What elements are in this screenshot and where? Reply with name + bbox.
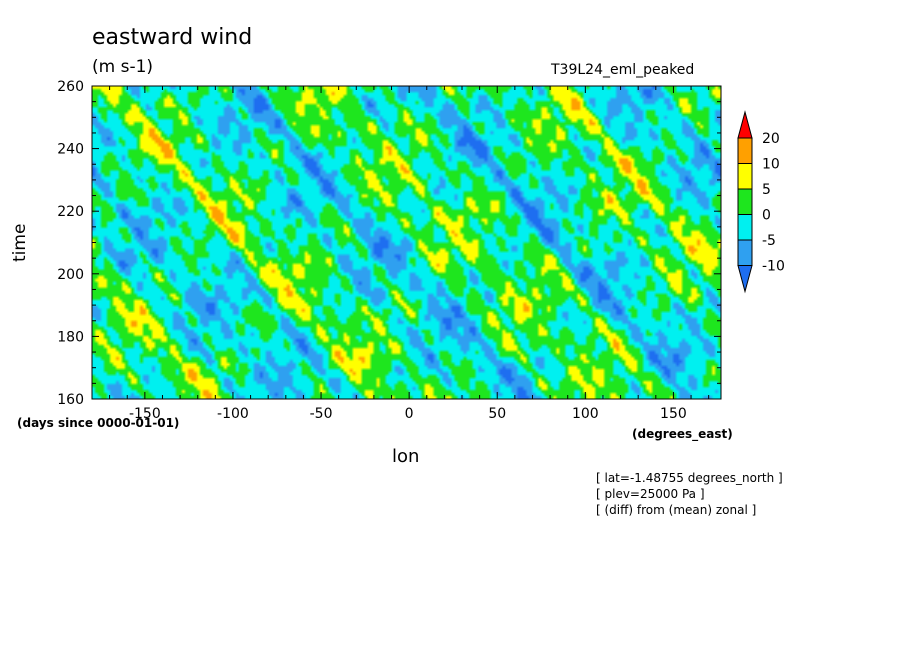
colorbar-box [737,239,753,266]
x-axis-label: lon [392,446,420,467]
y-tick-label: 200 [57,267,84,283]
x-tick-label: 100 [572,406,599,422]
annotation-plev: [ plev=25000 Pa ] [596,487,705,501]
colorbar-label: -10 [762,259,785,275]
colorbar-label: 10 [762,157,780,173]
colorbar-label: 20 [762,131,780,147]
colorbar-label: 5 [762,182,771,198]
x-tick-label: -150 [129,406,161,422]
y-axis-units: (days since 0000-01-01) [17,416,180,430]
x-axis: -150 -100 -50 0 50 100 150 [109,86,710,422]
y-axis-label: time [10,223,30,262]
x-tick-label: -50 [310,406,333,422]
colorbar: 20 10 5 0 -5 -10 [737,110,785,294]
annotation-diff: [ (diff) from (mean) zonal ] [596,503,757,517]
colorbar-box [737,188,753,215]
y-tick-label: 260 [57,79,84,95]
x-tick-label: 0 [405,406,414,422]
colorbar-box [737,214,753,241]
x-tick-label: 50 [488,406,506,422]
y-tick-label: 180 [57,329,84,345]
colorbar-box [737,163,753,190]
annotation-lat: [ lat=-1.48755 degrees_north ] [596,471,783,485]
run-name: T39L24_eml_peaked [551,62,695,78]
colorbar-label: 0 [762,208,771,224]
data-field [92,86,721,399]
chart-title: eastward wind [92,25,253,50]
colorbar-extend-high [737,110,753,139]
y-tick-label: 220 [57,204,84,220]
x-axis-units: (degrees_east) [632,427,733,441]
plot-area [91,85,722,400]
x-tick-label: -100 [217,406,249,422]
colorbar-extend-low [737,265,753,294]
colorbar-label: -5 [762,233,776,249]
chart-units: (m s-1) [92,57,154,77]
y-axis: 160 180 200 220 240 260 [57,79,721,408]
y-tick-label: 160 [57,392,84,408]
colorbar-box [737,137,753,164]
y-tick-label: 240 [57,142,84,158]
x-tick-label: 150 [660,406,687,422]
